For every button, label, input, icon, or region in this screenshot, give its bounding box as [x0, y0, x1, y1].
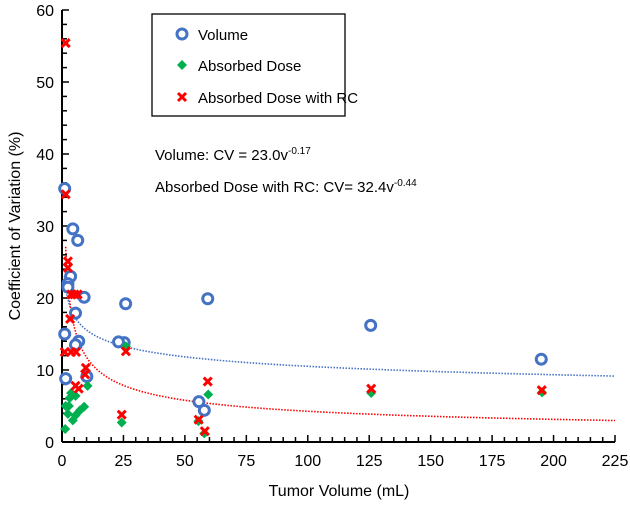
- x-tick-label: 100: [294, 453, 321, 470]
- y-tick-label: 50: [36, 75, 54, 92]
- trendline-absorbed-dose-with-rc: [64, 246, 616, 422]
- y-tick-label: 30: [36, 219, 54, 236]
- dose-rc-point: [60, 38, 71, 49]
- volume-equation: Volume: CV = 23.0v-0.17: [155, 146, 311, 164]
- dose-rc-point: [536, 385, 547, 396]
- x-tick-label: 175: [479, 453, 506, 470]
- volume-point: [364, 318, 378, 332]
- volume-point: [119, 297, 133, 311]
- legend-marker-volume: [175, 27, 189, 41]
- dose-rc-equation: Absorbed Dose with RC: CV= 32.4v-0.44: [155, 178, 417, 196]
- x-tick-label: 50: [176, 453, 194, 470]
- legend-marker-dose-rc: [176, 91, 188, 103]
- dose-rc-point: [199, 426, 210, 437]
- y-tick-label: 40: [36, 147, 54, 164]
- dose-rc-point: [366, 383, 377, 394]
- dose-rc-point: [120, 346, 131, 357]
- dose-point: [79, 401, 90, 412]
- x-tick-label: 125: [356, 453, 383, 470]
- volume-point: [66, 222, 80, 236]
- x-tick-label: 225: [602, 453, 629, 470]
- dose-rc-point: [202, 376, 213, 387]
- dose-rc-point: [73, 383, 84, 394]
- volume-point: [192, 395, 206, 409]
- legend: Volume Absorbed Dose Absorbed Dose with …: [151, 13, 358, 117]
- dose-rc-point: [60, 189, 71, 200]
- volume-point: [534, 352, 548, 366]
- dose-point: [63, 401, 74, 411]
- volume-point: [112, 335, 126, 349]
- y-axis-label: Coefficient of Variation (%): [7, 132, 24, 321]
- trendline-volume: [63, 276, 616, 377]
- dose-rc-point: [72, 289, 83, 300]
- dose-rc-point: [69, 289, 80, 300]
- dose-rc-point: [62, 262, 73, 273]
- dose-rc-point: [193, 414, 204, 425]
- x-tick-label: 25: [115, 453, 133, 470]
- x-tick-label: 200: [540, 453, 567, 470]
- volume-point: [197, 403, 211, 417]
- volume-point: [71, 233, 85, 247]
- legend-label-dose: Absorbed Dose: [198, 58, 301, 75]
- x-tick-label: 0: [58, 453, 67, 470]
- x-tick-label: 75: [237, 453, 255, 470]
- dose-rc-point: [70, 346, 82, 358]
- dose-point: [62, 408, 73, 419]
- y-tick-label: 10: [36, 363, 54, 380]
- dose-point: [203, 389, 214, 400]
- dose-rc-point: [116, 409, 127, 420]
- legend-label-dose-rc: Absorbed Dose with RC: [198, 90, 358, 107]
- y-tick-label: 20: [36, 291, 54, 308]
- dose-point: [116, 417, 127, 428]
- volume-point: [58, 327, 72, 341]
- y-tick-label: 60: [36, 3, 54, 20]
- volume-point: [59, 372, 73, 386]
- dose-point: [60, 424, 71, 435]
- dose-point: [82, 380, 93, 391]
- dose-rc-point: [65, 313, 76, 324]
- x-axis-label: Tumor Volume (mL): [269, 483, 410, 500]
- legend-marker-dose: [177, 60, 187, 70]
- dose-point: [70, 390, 81, 401]
- x-tick-label: 150: [417, 453, 444, 470]
- y-tick-label: 0: [45, 435, 54, 452]
- volume-point: [201, 292, 215, 306]
- legend-label-volume: Volume: [198, 27, 248, 44]
- dose-rc-point: [80, 362, 91, 373]
